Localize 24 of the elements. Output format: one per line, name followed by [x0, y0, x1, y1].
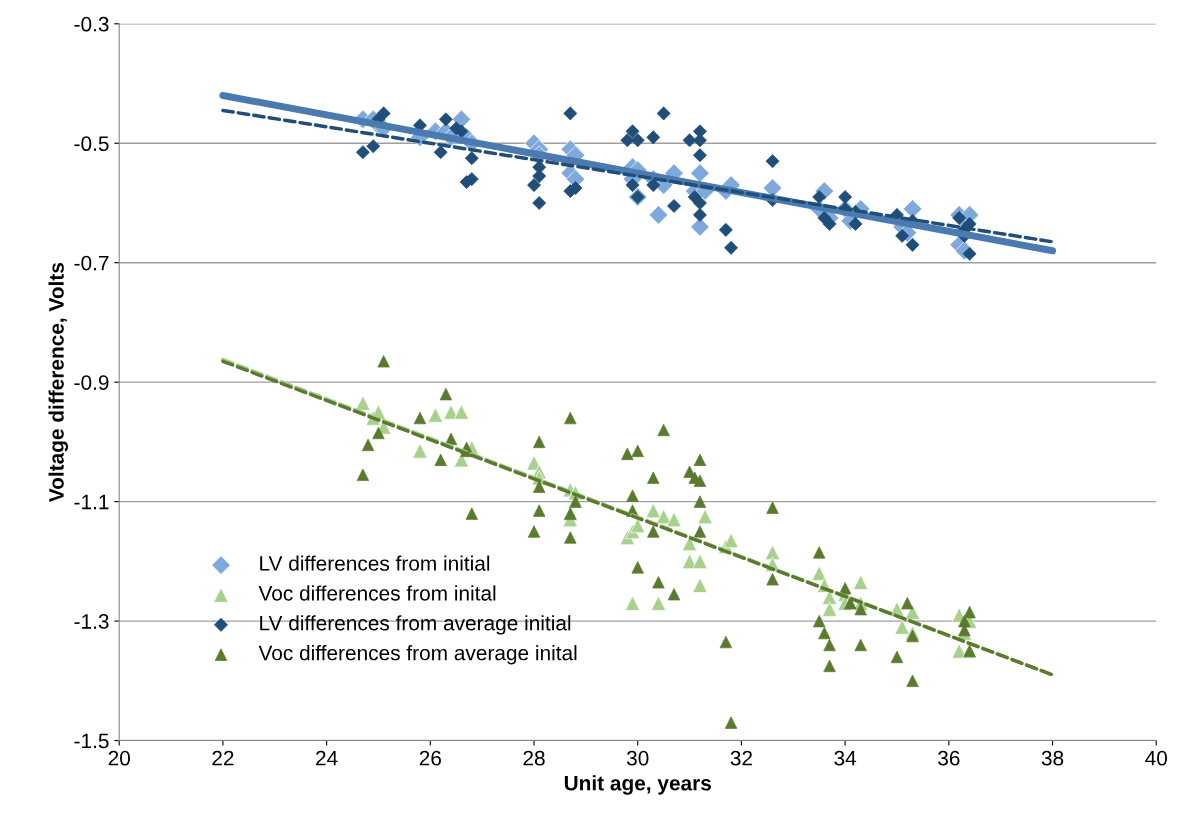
legend-label: Voc differences from average inital	[258, 645, 577, 665]
legend-label: Voc differences from inital	[258, 585, 496, 601]
y-axis-title: Voltage difference, Volts	[48, 263, 69, 503]
x-tick-label: 26	[419, 750, 441, 766]
y-tick-label: -1.3	[74, 614, 109, 629]
x-tick-label: 28	[523, 750, 545, 766]
x-tick-label: 34	[834, 750, 857, 766]
y-tick-label: -0.5	[74, 136, 109, 152]
x-tick-label: 30	[626, 750, 649, 766]
x-tick-label: 22	[212, 750, 234, 766]
y-tick-label: -0.9	[74, 375, 109, 390]
y-tick-label: -1.1	[74, 494, 109, 510]
x-tick-label: 20	[108, 750, 130, 766]
x-tick-label: 40	[1145, 750, 1168, 766]
y-tick-label: -0.3	[74, 16, 109, 32]
y-tick-label: -0.7	[74, 255, 109, 271]
legend-label: LV differences from initial	[260, 555, 490, 571]
x-axis-title: Unit age, years	[564, 775, 711, 795]
x-tick-label: 32	[730, 750, 752, 766]
x-tick-label: 38	[1041, 750, 1064, 766]
x-tick-label: 24	[316, 750, 338, 766]
legend-label: LV differences from average initial	[260, 615, 571, 635]
y-tick-label: -1.5	[74, 733, 109, 749]
x-tick-label: 36	[938, 750, 960, 766]
